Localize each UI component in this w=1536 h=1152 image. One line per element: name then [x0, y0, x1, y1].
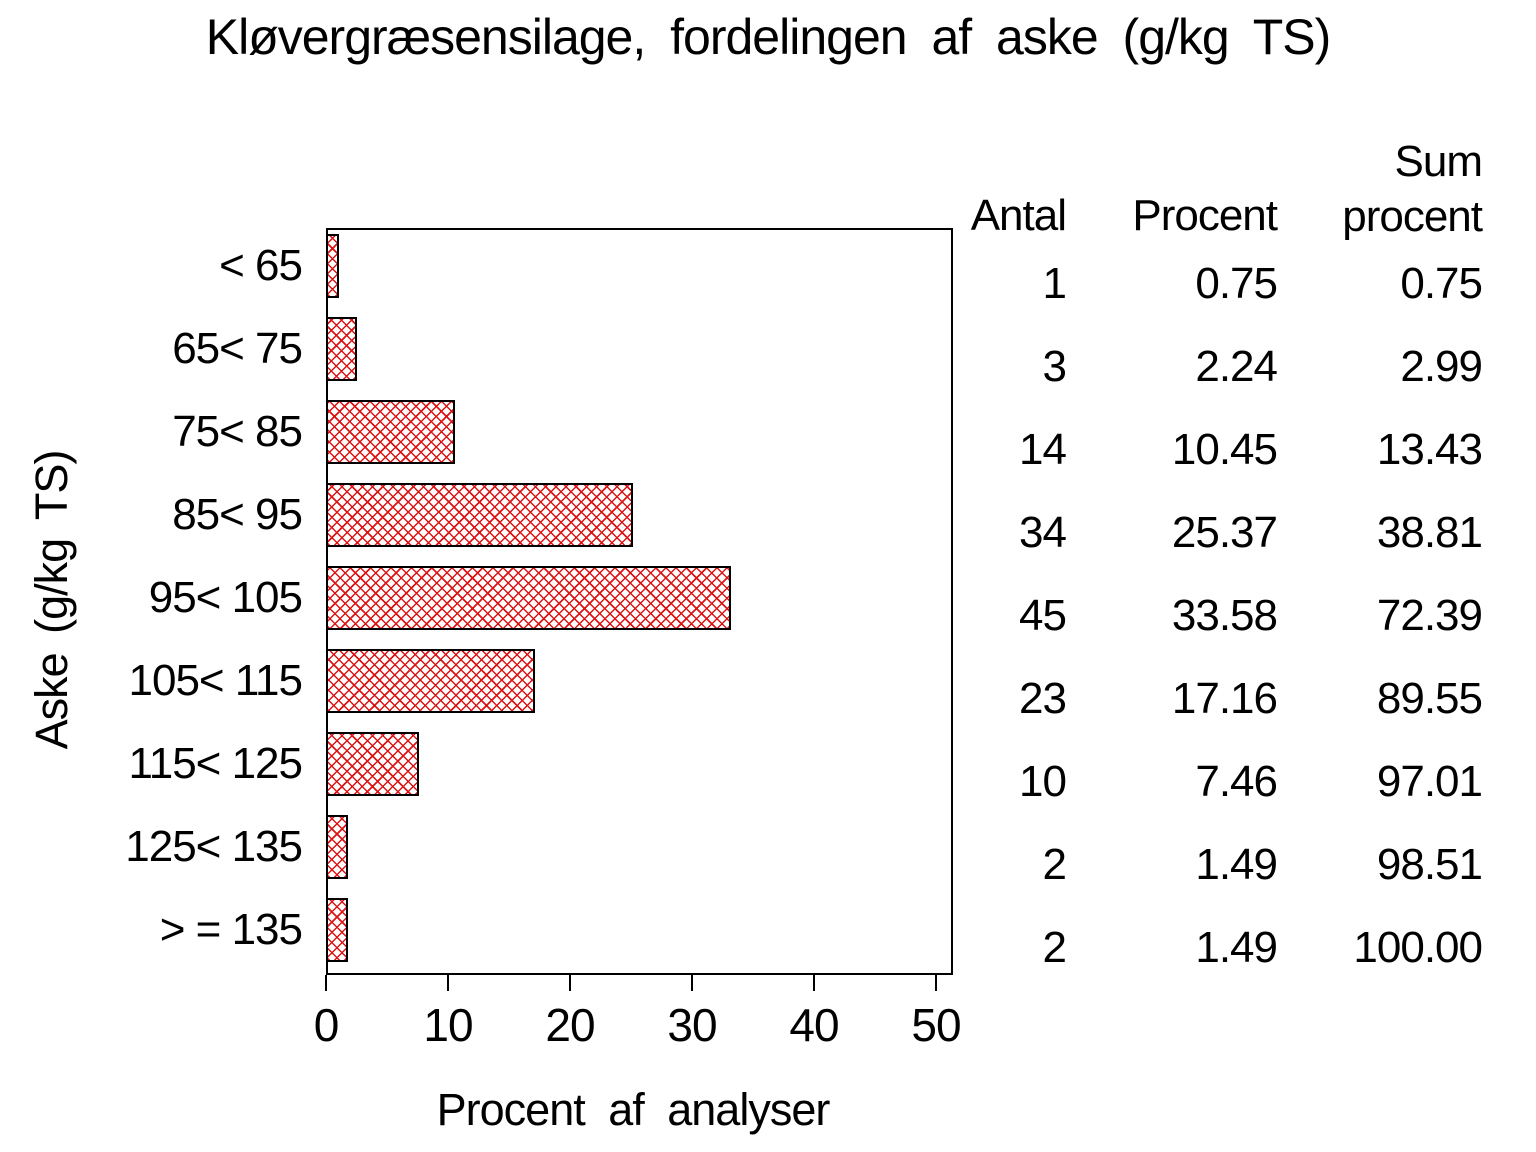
table-cell-r1-c2: 2.99 — [1400, 342, 1483, 391]
bar-0 — [326, 234, 339, 298]
table-cell-r2-c0: 14 — [1019, 425, 1067, 474]
x-tick-label-50: 50 — [911, 999, 961, 1051]
x-tick-label-0: 0 — [313, 999, 340, 1051]
table-cell-r6-c2: 97.01 — [1376, 757, 1483, 806]
category-label-1: 65< 75 — [172, 324, 303, 373]
bar-7 — [326, 815, 348, 879]
bar-2 — [326, 400, 455, 464]
x-tick-40 — [813, 975, 815, 991]
table-cell-r7-c0: 2 — [1042, 840, 1067, 889]
table-cell-r1-c0: 3 — [1042, 342, 1067, 391]
bar-1 — [326, 317, 357, 381]
x-tick-label-10: 10 — [423, 999, 473, 1051]
category-label-6: 115< 125 — [128, 739, 303, 788]
table-cell-r1-c1: 2.24 — [1195, 342, 1278, 391]
table-cell-r7-c2: 98.51 — [1376, 840, 1483, 889]
x-tick-30 — [691, 975, 693, 991]
category-label-3: 85< 95 — [172, 490, 303, 539]
table-cell-r5-c0: 23 — [1019, 674, 1067, 723]
table-cell-r8-c0: 2 — [1042, 923, 1067, 972]
category-label-0: < 65 — [219, 241, 303, 290]
x-tick-10 — [447, 975, 449, 991]
bar-6 — [326, 732, 420, 796]
table-cell-r7-c1: 1.49 — [1195, 840, 1278, 889]
category-label-2: 75< 85 — [172, 407, 303, 456]
category-label-7: 125< 135 — [125, 822, 303, 871]
table-cell-r4-c2: 72.39 — [1376, 591, 1483, 640]
table-header-sum-procent: Sum procent — [1242, 134, 1483, 244]
bar-5 — [326, 649, 536, 713]
table-header-sum-line2: procent — [1342, 192, 1483, 241]
table-cell-r4-c1: 33.58 — [1171, 591, 1278, 640]
x-tick-label-20: 20 — [545, 999, 595, 1051]
chart-title: Kløvergræsensilage, fordelingen af aske … — [205, 9, 1332, 65]
bar-3 — [326, 483, 634, 547]
category-label-8: > = 135 — [159, 905, 303, 954]
table-cell-r5-c1: 17.16 — [1171, 674, 1278, 723]
x-tick-20 — [569, 975, 571, 991]
table-cell-r4-c0: 45 — [1019, 591, 1067, 640]
table-header-sum-line1: Sum — [1394, 137, 1483, 186]
table-header-procent: Procent — [1132, 191, 1278, 240]
table-cell-r0-c2: 0.75 — [1400, 259, 1483, 308]
table-cell-r3-c0: 34 — [1019, 508, 1067, 557]
table-cell-r3-c1: 25.37 — [1171, 508, 1278, 557]
x-tick-label-40: 40 — [789, 999, 839, 1051]
table-cell-r8-c2: 100.00 — [1353, 923, 1483, 972]
table-cell-r5-c2: 89.55 — [1376, 674, 1483, 723]
category-label-4: 95< 105 — [148, 573, 303, 622]
table-cell-r6-c0: 10 — [1019, 757, 1067, 806]
table-cell-r2-c2: 13.43 — [1376, 425, 1483, 474]
table-cell-r2-c1: 10.45 — [1171, 425, 1278, 474]
x-axis-title: Procent af analyser — [436, 1084, 831, 1135]
table-cell-r8-c1: 1.49 — [1195, 923, 1278, 972]
table-cell-r6-c1: 7.46 — [1195, 757, 1278, 806]
table-cell-r3-c2: 38.81 — [1376, 508, 1483, 557]
bar-8 — [326, 898, 348, 962]
x-tick-0 — [325, 975, 327, 991]
x-tick-50 — [935, 975, 937, 991]
table-cell-r0-c0: 1 — [1042, 259, 1067, 308]
bar-4 — [326, 566, 732, 630]
category-label-5: 105< 115 — [128, 656, 303, 705]
table-header-antal: Antal — [970, 191, 1067, 240]
table-cell-r0-c1: 0.75 — [1195, 259, 1278, 308]
x-tick-label-30: 30 — [667, 999, 717, 1051]
